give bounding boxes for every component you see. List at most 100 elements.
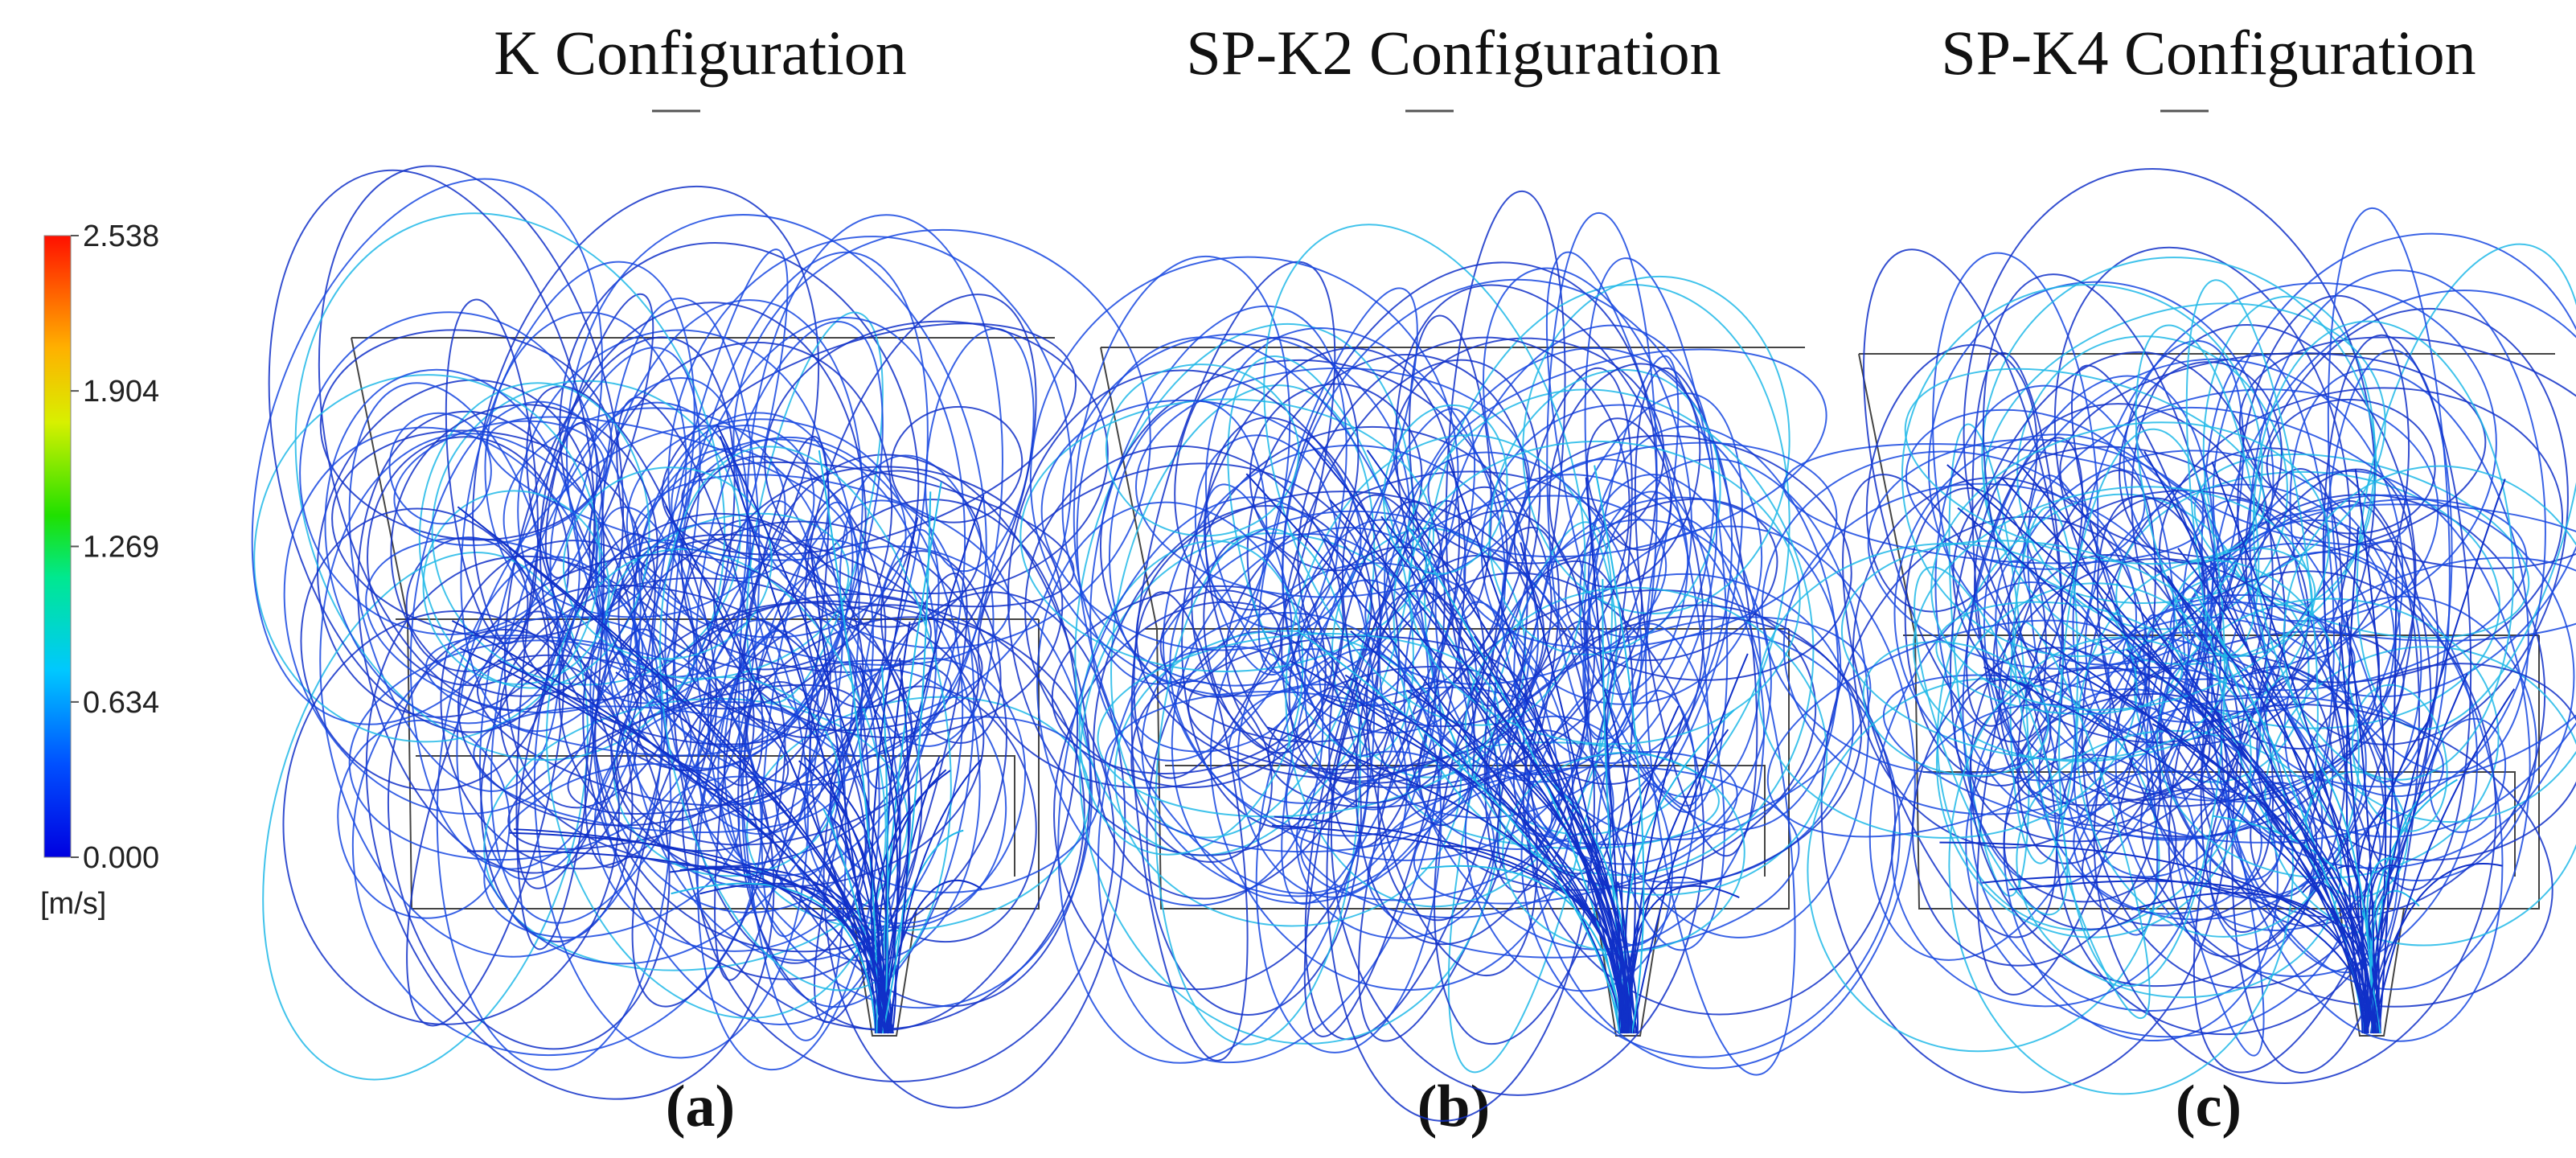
streamline: [1911, 647, 2162, 967]
streamline: [1078, 532, 1502, 1045]
panel-title: SP-K2 Configuration: [1186, 18, 1721, 88]
streamline: [1024, 445, 1344, 789]
streamline: [300, 507, 550, 791]
streamline: [2140, 704, 2553, 1008]
streamline: [822, 591, 1126, 1109]
streamline: [1424, 284, 1790, 836]
streamline: [890, 405, 1023, 524]
streamline: [2266, 398, 2436, 535]
streamline: [1407, 741, 1720, 850]
streamline: [695, 616, 1115, 1082]
outflow-streamline: [1628, 716, 1685, 1034]
streamline: [545, 548, 887, 1019]
streamline: [2352, 684, 2448, 832]
streamline: [2122, 601, 2356, 713]
streamline: [387, 629, 671, 1050]
streamline: [460, 261, 695, 733]
streamline: [1036, 501, 1324, 907]
colorbar: [43, 235, 72, 858]
streamline: [1209, 562, 1574, 991]
streamline: [774, 668, 1007, 929]
outflow-streamline: [1494, 722, 1632, 1034]
streamline: [1948, 423, 2030, 897]
streamline: [1434, 560, 1635, 1045]
streamline: [2168, 468, 2416, 958]
streamline: [409, 400, 642, 870]
streamline: [1914, 566, 2069, 916]
streamline: [631, 673, 786, 1008]
streamline: [1133, 261, 1336, 779]
streamline: [1110, 384, 1376, 839]
streamline: [1935, 601, 2184, 715]
streamline: [589, 341, 893, 710]
streamline: [2009, 506, 2079, 864]
outflow-streamline: [1421, 864, 1622, 1034]
streamline: [1053, 601, 1369, 991]
outflow-streamline: [2365, 673, 2468, 1034]
outflow-streamline: [2039, 636, 2375, 1034]
streamline: [2115, 542, 2479, 978]
streamline: [1862, 641, 2049, 777]
streamline: [324, 368, 580, 725]
streamline: [595, 299, 863, 770]
streamline: [2220, 551, 2504, 1042]
streamline: [2115, 470, 2500, 729]
streamline: [1584, 355, 1680, 741]
streamline: [422, 490, 610, 685]
streamline: [2252, 320, 2514, 781]
streamline: [2185, 279, 2319, 838]
streamline: [2123, 282, 2497, 622]
streamline: [337, 719, 511, 919]
streamline: [1257, 287, 1418, 674]
colorbar-unit: [m/s]: [40, 887, 106, 921]
streamline: [1073, 255, 1291, 685]
streamline-plot: [977, 190, 1916, 1122]
streamline: [591, 522, 901, 1025]
streamline: [1155, 528, 1361, 1045]
streamline: [2003, 754, 2177, 930]
streamline: [1983, 358, 2404, 841]
streamline: [2209, 503, 2576, 642]
panel-label: (a): [666, 1074, 735, 1140]
streamline: [1057, 496, 1375, 1064]
outflow-streamline: [881, 491, 932, 1034]
streamline: [486, 416, 848, 561]
streamline: [2143, 614, 2265, 1057]
streamline: [1981, 257, 2377, 665]
streamline: [1983, 302, 2386, 604]
streamline: [2428, 717, 2507, 833]
outflow-streamline: [1406, 525, 1620, 1034]
streamline: [1969, 557, 2346, 988]
streamline: [658, 446, 952, 992]
streamline: [1483, 267, 1692, 639]
outflow-streamline: [719, 436, 886, 1034]
outflow-streamline: [2001, 478, 2367, 1034]
streamline: [1427, 348, 1827, 558]
streamline: [283, 426, 608, 815]
streamline: [539, 302, 867, 772]
streamline: [1634, 367, 1758, 857]
outflow-streamline: [1594, 465, 1645, 1034]
streamline: [1395, 284, 1705, 785]
streamline: [1328, 500, 1446, 848]
streamline: [2327, 207, 2451, 786]
outflow-streamline: [870, 517, 919, 1034]
streamline: [1281, 408, 1476, 905]
outflow-streamline: [1623, 709, 1735, 1034]
streamline: [1905, 409, 2146, 570]
streamline: [713, 466, 1064, 739]
streamline: [1901, 284, 2263, 658]
outflow-streamline: [1957, 507, 2365, 1034]
streamline: [1585, 417, 1672, 551]
streamline: [2185, 494, 2575, 869]
streamline: [1645, 518, 1796, 1076]
streamline: [1303, 499, 1466, 1037]
outflow-streamline: [886, 658, 910, 1034]
streamline: [425, 634, 765, 757]
streamline: [516, 532, 656, 889]
streamline: [1029, 256, 1459, 697]
streamline: [562, 466, 773, 660]
outflow-streamline: [1585, 815, 1622, 1034]
streamline: [1995, 560, 2077, 817]
